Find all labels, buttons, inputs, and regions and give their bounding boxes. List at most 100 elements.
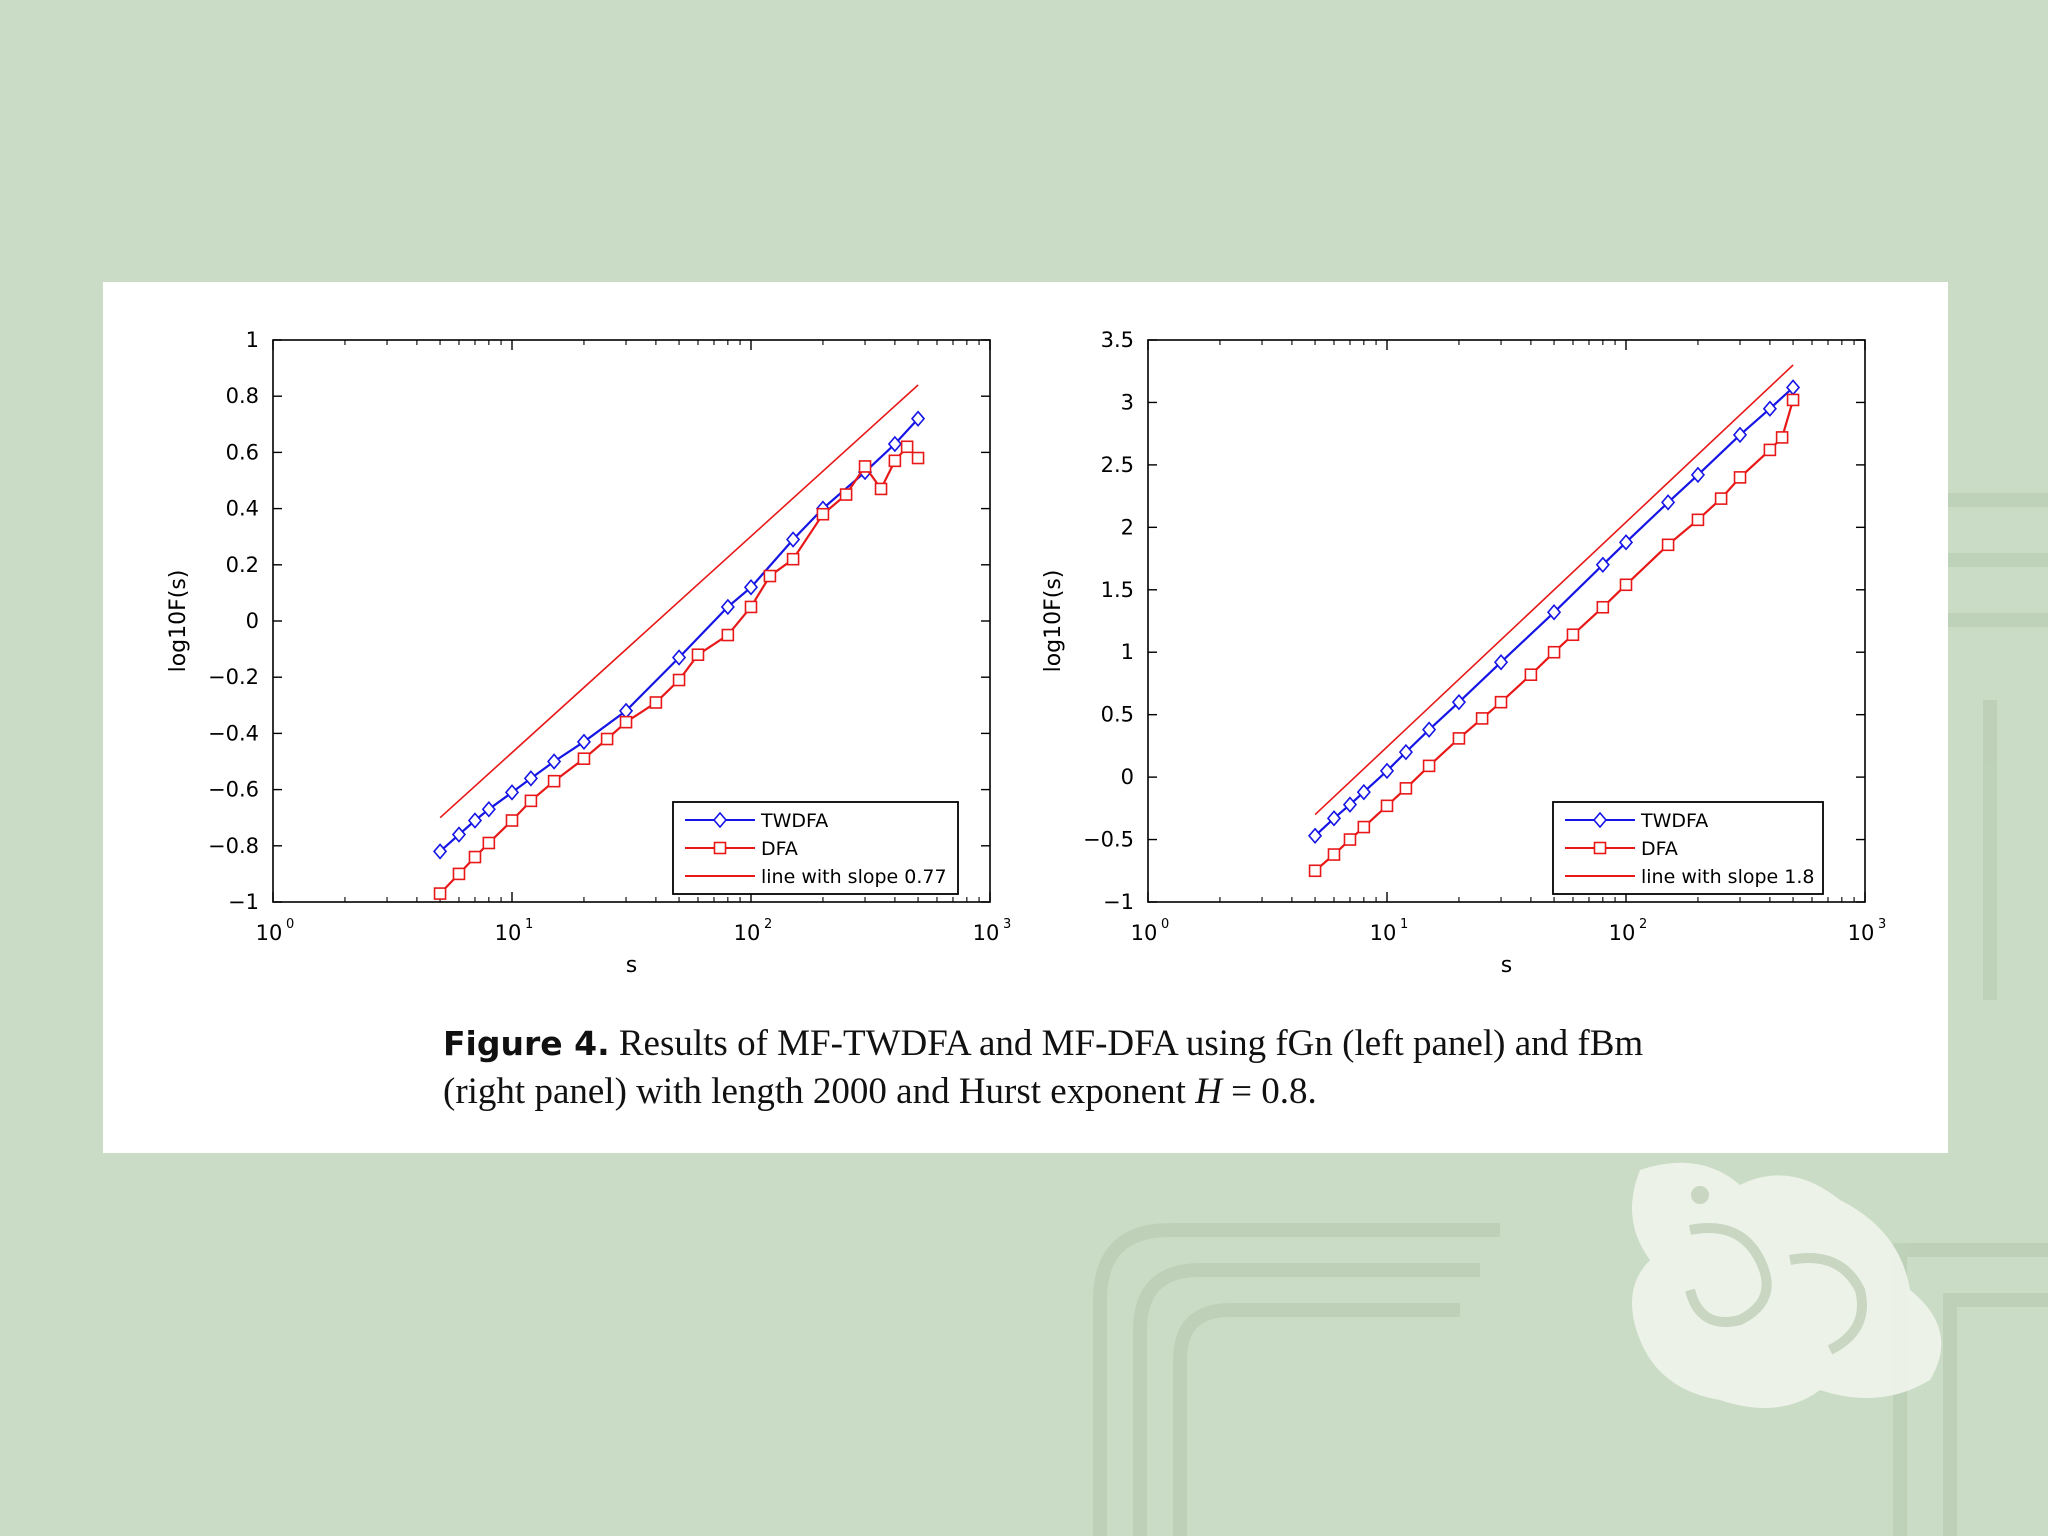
y-tick-label: 0 [1121, 765, 1134, 789]
twdfa-point [523, 770, 538, 787]
twdfa-point [433, 843, 448, 860]
y-tick-label: 1 [246, 328, 259, 352]
figure-plots: 10.80.60.40.20−0.2−0.4−0.6−0.8−110 0 10 1 10… [166, 328, 1886, 978]
dfa-point [672, 673, 686, 687]
y-tick-label: 1 [1121, 640, 1134, 664]
dfa-point [1786, 393, 1800, 407]
caption-line2-b: = 0.8. [1221, 1071, 1317, 1112]
dfa-point [858, 460, 872, 473]
twdfa-point [481, 801, 496, 818]
y-tick-label: 0.8 [226, 384, 259, 408]
y-tick-label: −0.8 [208, 834, 259, 858]
twdfa-point [887, 435, 902, 453]
dfa-point [888, 454, 902, 468]
y-tick-label: 0.6 [226, 440, 259, 464]
legend-diamond-marker [712, 811, 728, 829]
twdfa-point [504, 784, 520, 801]
twdfa-point [1595, 556, 1610, 574]
dfa-point [433, 887, 447, 900]
dfa-point [1733, 471, 1747, 484]
dfa-point [691, 648, 705, 662]
twdfa-point [1342, 796, 1358, 813]
x-tick-label: 10 2 [1609, 917, 1648, 945]
legend-entry-label: DFA [761, 838, 798, 860]
y-tick-label: 0.2 [226, 553, 259, 577]
right-panel-chart: 3.532.521.510.50−0.5−110 0 10 1 10 2 10 3slog10… [1041, 328, 1886, 978]
twdfa-point [1493, 653, 1509, 671]
twdfa-point [1451, 693, 1466, 711]
twdfa-point [911, 410, 926, 427]
dfa-point [721, 628, 735, 642]
left-panel-chart: 10.80.60.40.20−0.2−0.4−0.6−0.8−110 0 10 1 10… [166, 328, 1011, 978]
y-tick-label: −0.4 [208, 721, 259, 745]
x-tick-exponent: 1 [525, 917, 533, 932]
y-axis-label: log10F(s) [1041, 570, 1066, 673]
series-line-none [1314, 364, 1794, 816]
twdfa-point [1661, 494, 1676, 511]
y-tick-label: −1 [228, 890, 259, 914]
dfa-point [816, 507, 830, 521]
twdfa-point [786, 531, 801, 548]
y-axis-label: log10F(s) [166, 570, 191, 673]
dfa-point [1475, 712, 1489, 725]
y-tick-label: 0.4 [226, 497, 259, 521]
dfa-point [1422, 759, 1436, 773]
dfa-point [786, 552, 800, 566]
dfa-point [1714, 492, 1728, 505]
x-tick-label: 10 2 [734, 917, 773, 945]
twdfa-point [1398, 743, 1413, 761]
x-axis-label: s [1501, 953, 1512, 978]
dfa-point [1399, 782, 1413, 795]
y-tick-label: 2.5 [1101, 453, 1134, 477]
x-tick-exponent: 3 [1878, 917, 1886, 932]
legend-entry-label: line with slope 0.77 [761, 866, 947, 888]
twdfa-point [1690, 466, 1705, 484]
dragon-seal-icon [1632, 1162, 1942, 1408]
x-tick-exponent: 2 [764, 917, 772, 932]
legend-square-marker [713, 841, 727, 855]
x-tick-label: 10 0 [1131, 917, 1170, 945]
x-tick-base: 10 [1848, 921, 1875, 945]
dfa-point [482, 836, 496, 850]
y-tick-label: 2 [1121, 515, 1134, 539]
dfa-point [874, 482, 888, 496]
x-tick-label: 10 3 [1848, 917, 1887, 945]
caption-hurst-symbol: H [1195, 1071, 1222, 1112]
chart-legend: TWDFA DFA line with slope 1.8 [1552, 801, 1824, 895]
x-tick-base: 10 [734, 921, 761, 945]
figure-card: 1 0.8 0.6 0.4 0.2 0 −0.2 −0.4 −0.6 −0.8 −1 10 0 10 1 10… [103, 282, 1948, 1153]
dfa-point [1524, 668, 1538, 682]
x-tick-base: 10 [256, 921, 283, 945]
dfa-point [1380, 799, 1394, 813]
x-tick-label: 10 1 [1370, 917, 1409, 945]
y-tick-label: 1.5 [1101, 578, 1134, 602]
x-tick-label: 10 3 [973, 917, 1012, 945]
dfa-point [1596, 600, 1610, 614]
dfa-point [1547, 645, 1561, 659]
x-tick-exponent: 0 [1161, 917, 1169, 932]
dfa-point [763, 569, 777, 583]
dfa-point [600, 732, 614, 746]
twdfa-point [1326, 810, 1342, 827]
legend-entry-label: TWDFA [1640, 810, 1708, 832]
twdfa-point [1618, 534, 1634, 551]
legend-square-marker [1593, 841, 1607, 855]
x-tick-base: 10 [1609, 921, 1636, 945]
twdfa-point [672, 649, 687, 666]
twdfa-point [1308, 827, 1323, 845]
dfa-point [1619, 578, 1633, 592]
legend-entry-label: TWDFA [760, 810, 828, 832]
y-tick-label: 3.5 [1101, 328, 1134, 352]
dfa-point [1494, 695, 1508, 709]
caption-line2-a: (right panel) with length 2000 and Hurst… [443, 1071, 1196, 1112]
dfa-point [1763, 443, 1777, 457]
y-tick-label: 3 [1121, 390, 1134, 414]
twdfa-point [720, 598, 735, 616]
x-tick-label: 10 1 [495, 917, 534, 945]
axes-frame [1147, 339, 1866, 903]
legend-entry-label: DFA [1641, 838, 1678, 860]
dfa-point [1357, 820, 1371, 834]
dfa-point [911, 451, 925, 465]
dfa-point [649, 696, 663, 709]
dfa-point [468, 850, 482, 864]
